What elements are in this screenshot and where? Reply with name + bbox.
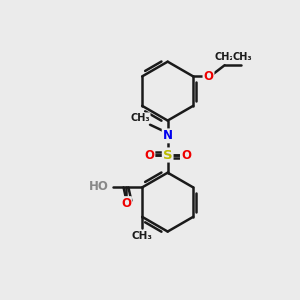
Text: CH₂: CH₂ xyxy=(215,52,235,62)
Text: O: O xyxy=(121,197,131,210)
Text: N: N xyxy=(163,129,173,142)
Text: CH₃: CH₃ xyxy=(130,113,150,123)
Text: O: O xyxy=(144,148,154,161)
Text: CH₃: CH₃ xyxy=(132,231,153,241)
Text: S: S xyxy=(163,148,172,161)
Text: HO: HO xyxy=(88,180,108,193)
Text: O: O xyxy=(203,70,214,83)
Text: CH₃: CH₃ xyxy=(232,52,252,62)
Text: O: O xyxy=(181,148,191,161)
